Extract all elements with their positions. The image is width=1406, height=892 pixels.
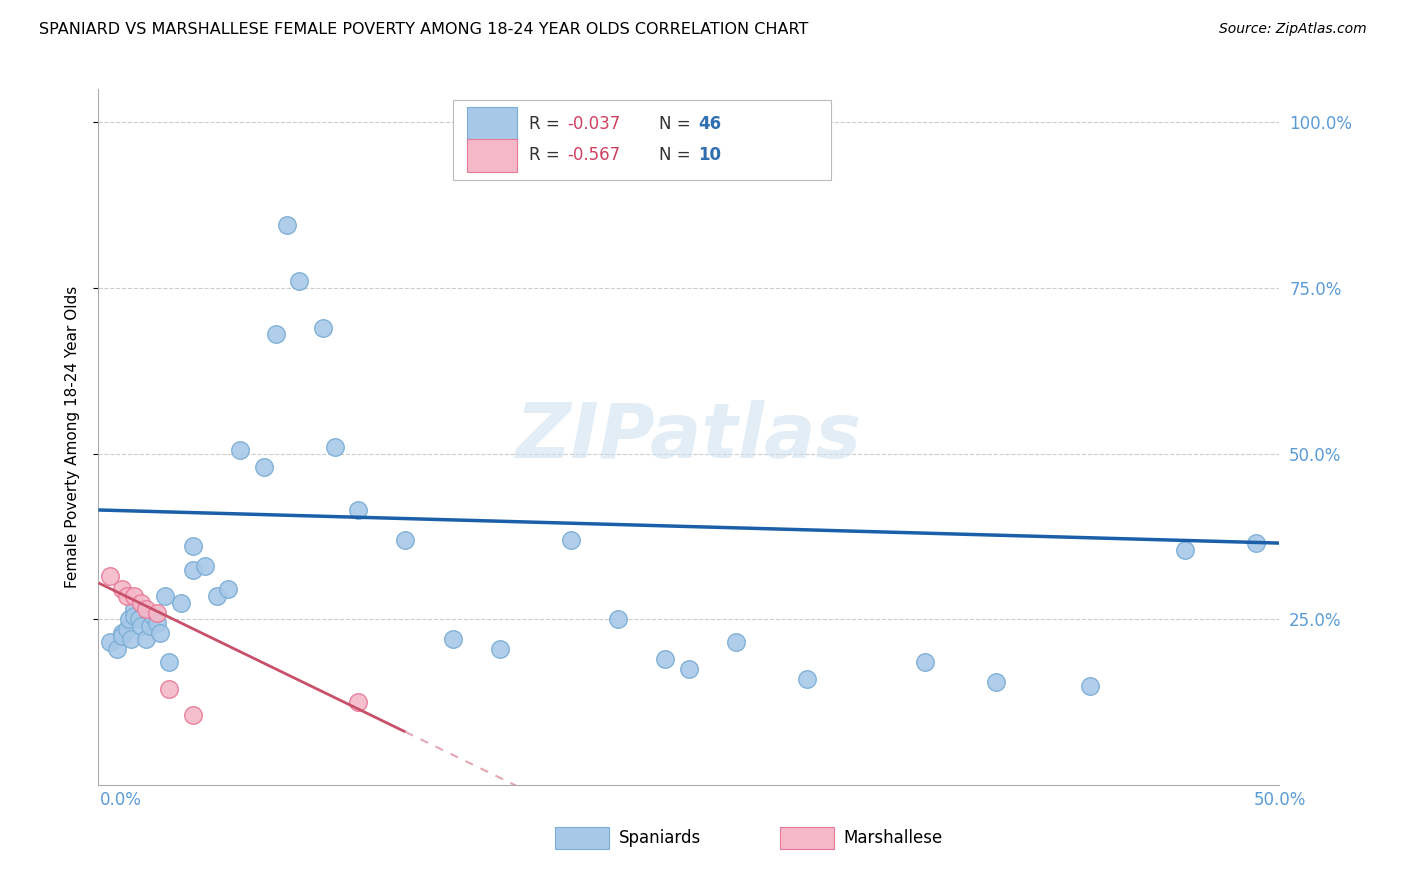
Point (1244, 536, 1267, 550)
Point (1080, 679, 1102, 693)
Text: 0.0%: 0.0% (100, 790, 142, 808)
Text: R =: R = (530, 146, 565, 164)
Point (181, 563, 204, 577)
Point (149, 625, 172, 640)
Point (146, 606, 169, 620)
Text: SPANIARD VS MARSHALLESE FEMALE POVERTY AMONG 18-24 YEAR OLDS CORRELATION CHART: SPANIARD VS MARSHALLESE FEMALE POVERTY A… (39, 22, 808, 37)
Point (264, 327, 287, 342)
Point (489, 642, 512, 657)
Point (122, 602, 145, 616)
Point (678, 662, 700, 676)
Text: 10: 10 (699, 146, 721, 164)
Point (347, 503, 370, 517)
Point (129, 619, 152, 633)
Text: Spaniards: Spaniards (619, 830, 700, 847)
FancyBboxPatch shape (453, 100, 831, 179)
Point (115, 589, 138, 603)
Point (347, 695, 370, 709)
Point (276, 218, 298, 232)
Point (1174, 542, 1197, 557)
Point (229, 443, 252, 458)
Point (181, 540, 204, 554)
Point (312, 320, 335, 334)
Point (914, 656, 936, 670)
Text: R =: R = (530, 115, 565, 133)
Text: -0.567: -0.567 (567, 146, 620, 164)
Point (253, 459, 276, 474)
Point (98, 635, 121, 649)
Point (157, 681, 180, 696)
Text: ZIPatlas: ZIPatlas (516, 401, 862, 474)
Text: Source: ZipAtlas.com: Source: ZipAtlas.com (1219, 22, 1367, 37)
Point (441, 632, 464, 647)
Point (122, 589, 145, 603)
Point (111, 629, 134, 643)
Text: -0.037: -0.037 (567, 115, 620, 133)
FancyBboxPatch shape (467, 138, 516, 172)
Text: Marshallese: Marshallese (844, 830, 943, 847)
Point (111, 582, 134, 597)
Point (153, 589, 176, 603)
Point (135, 632, 157, 647)
Text: 46: 46 (699, 115, 721, 133)
Text: 50.0%: 50.0% (1254, 790, 1306, 808)
Point (111, 625, 134, 640)
Point (122, 609, 145, 624)
Text: N =: N = (659, 115, 696, 133)
Point (194, 559, 217, 574)
Point (121, 632, 143, 647)
Point (560, 533, 582, 547)
Y-axis label: Female Poverty Among 18-24 Year Olds: Female Poverty Among 18-24 Year Olds (65, 286, 80, 588)
Point (394, 533, 416, 547)
Point (115, 622, 138, 636)
Point (205, 589, 228, 603)
Point (607, 612, 630, 626)
Point (157, 656, 180, 670)
Point (98, 569, 121, 583)
Point (288, 274, 311, 288)
Point (654, 652, 676, 666)
Point (146, 615, 169, 630)
Point (323, 440, 346, 454)
Point (139, 619, 162, 633)
Point (217, 582, 239, 597)
Point (984, 675, 1007, 690)
Point (118, 612, 141, 626)
Point (128, 612, 150, 626)
Point (135, 602, 157, 616)
Point (105, 642, 128, 657)
Point (725, 635, 748, 649)
Point (129, 596, 152, 610)
Point (181, 708, 204, 723)
Text: N =: N = (659, 146, 696, 164)
Point (142, 609, 165, 624)
FancyBboxPatch shape (467, 107, 516, 141)
Point (796, 672, 818, 686)
Point (170, 596, 193, 610)
